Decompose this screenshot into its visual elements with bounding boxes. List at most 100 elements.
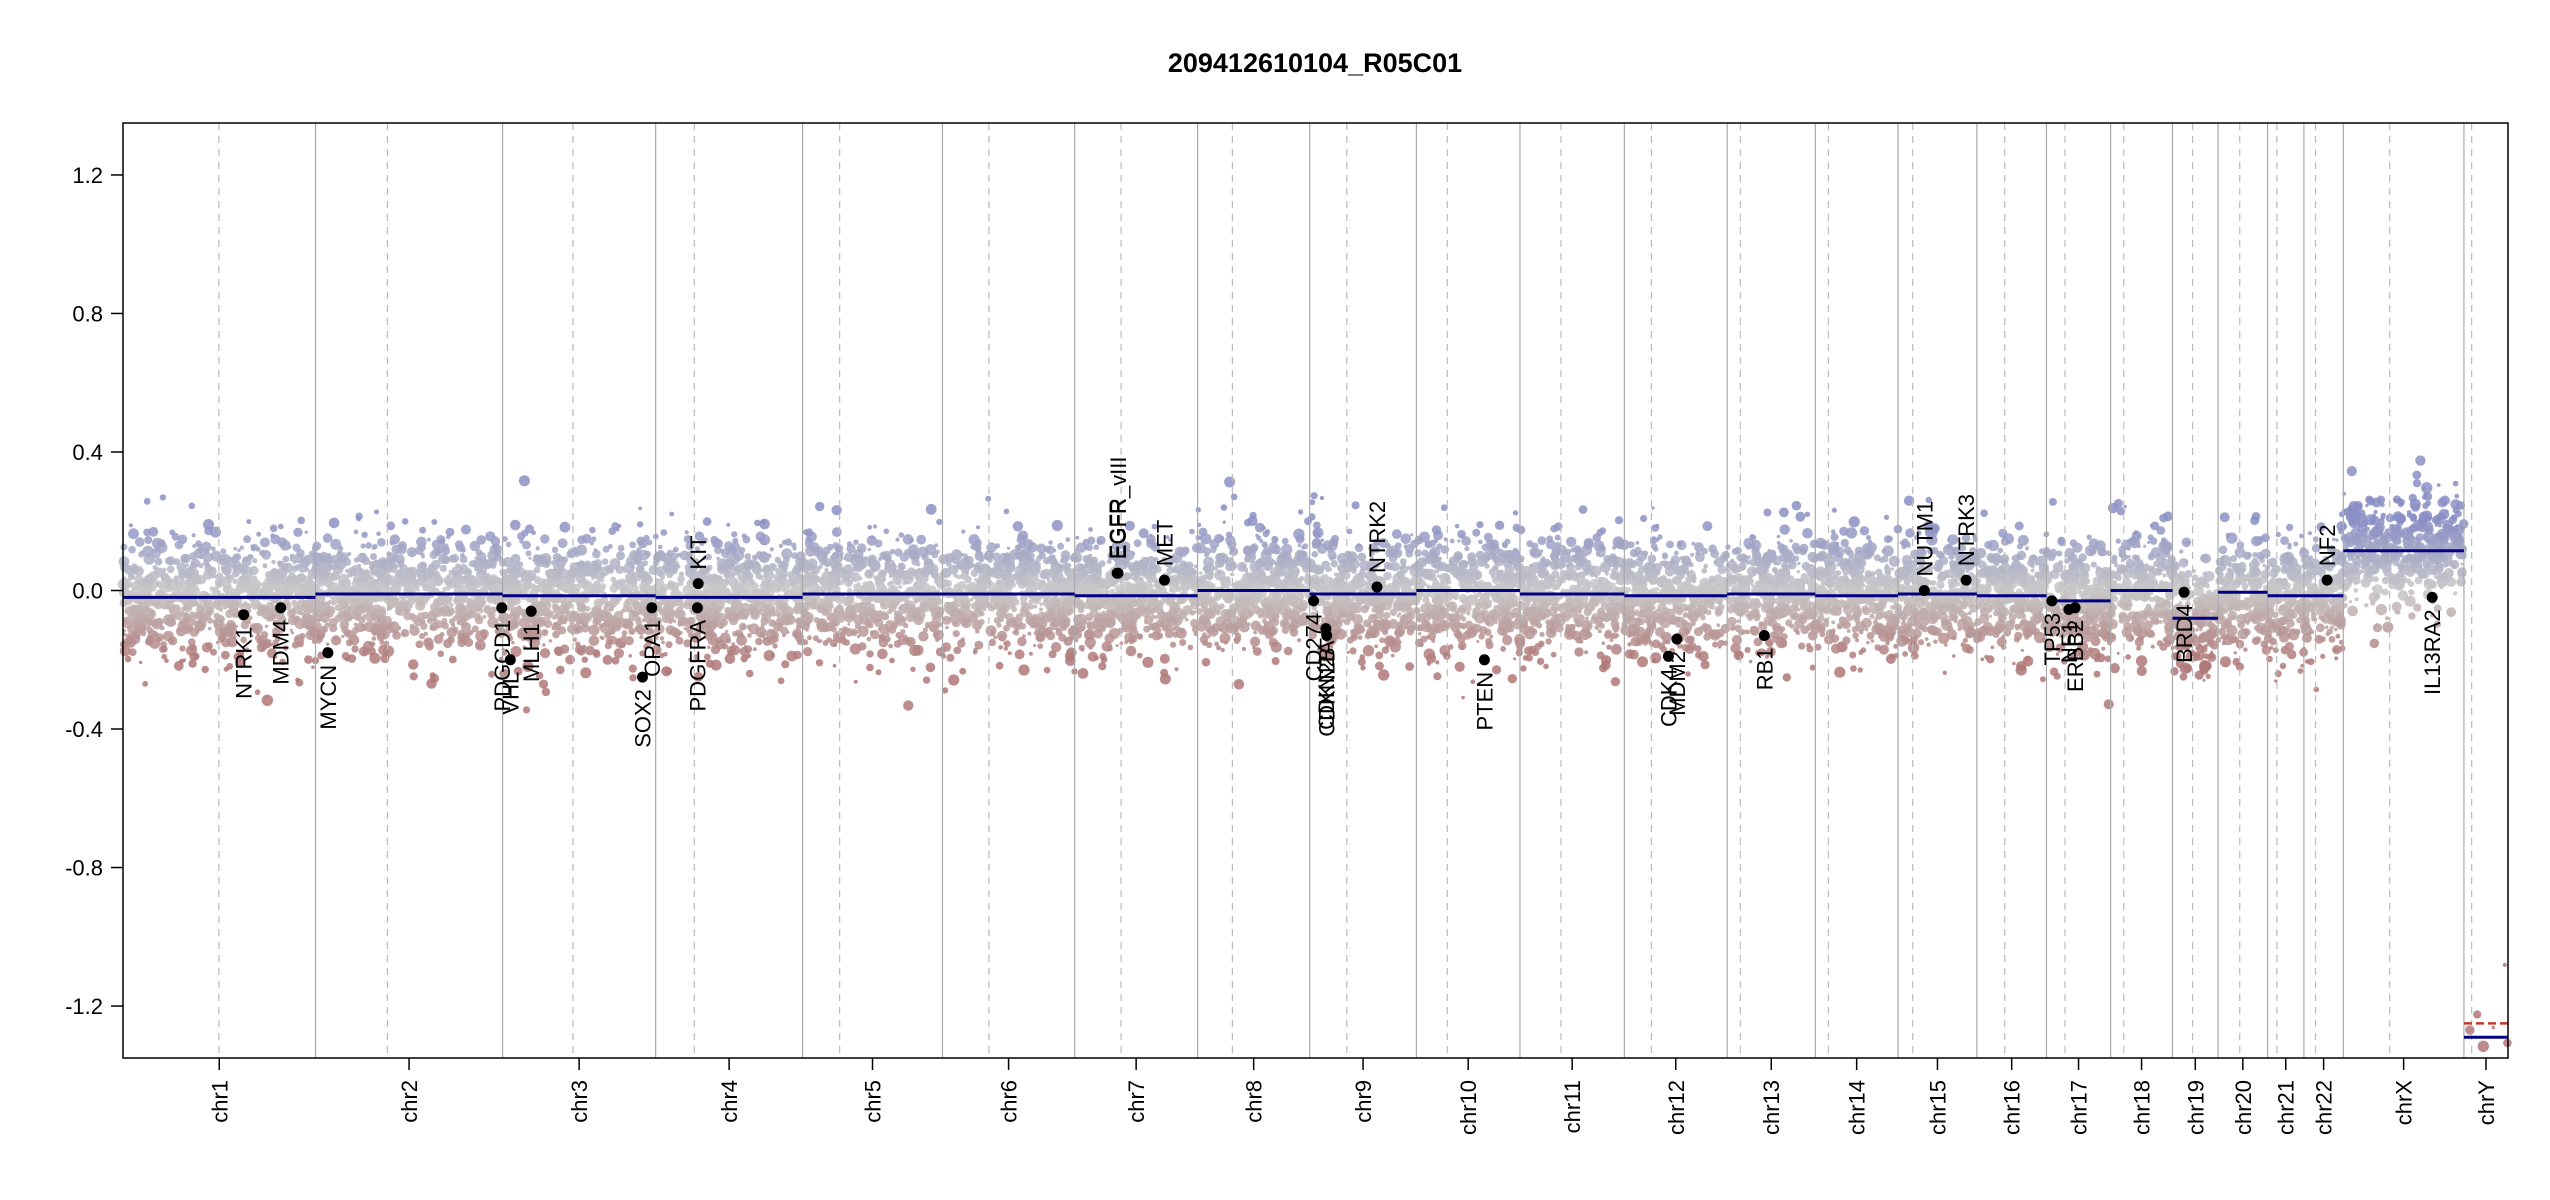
probe-point bbox=[1071, 551, 1082, 563]
probe-point bbox=[439, 564, 447, 573]
probe-point bbox=[1023, 602, 1031, 611]
probe-point bbox=[888, 643, 893, 649]
probe-point bbox=[147, 635, 155, 642]
probe-point bbox=[734, 582, 738, 586]
probe-point bbox=[1214, 558, 1225, 568]
probe-point bbox=[781, 548, 793, 560]
probe-point bbox=[1011, 606, 1018, 613]
probe-point bbox=[879, 611, 889, 620]
probe-point bbox=[568, 602, 572, 606]
probe-point bbox=[233, 613, 238, 618]
probe-point bbox=[1099, 601, 1104, 606]
probe-point bbox=[521, 586, 526, 590]
probe-point bbox=[487, 612, 494, 619]
probe-point bbox=[580, 667, 592, 679]
probe-point bbox=[1221, 582, 1226, 588]
probe-point bbox=[202, 600, 210, 608]
probe-point bbox=[1256, 607, 1265, 617]
probe-point bbox=[316, 618, 321, 623]
probe-point bbox=[253, 584, 260, 590]
probe-point bbox=[725, 629, 729, 633]
probe-point bbox=[1260, 575, 1270, 585]
probe-point bbox=[1027, 631, 1032, 636]
probe-point bbox=[1302, 543, 1309, 550]
probe-point bbox=[476, 551, 487, 562]
probe-point bbox=[556, 579, 560, 584]
probe-point bbox=[386, 596, 398, 607]
probe-point bbox=[759, 632, 765, 638]
probe-point bbox=[874, 539, 883, 548]
probe-point bbox=[637, 608, 644, 615]
probe-point bbox=[451, 566, 458, 574]
probe-point bbox=[369, 565, 375, 571]
probe-point bbox=[567, 548, 577, 557]
probe-point bbox=[189, 643, 197, 652]
probe-point bbox=[1268, 581, 1275, 588]
probe-point bbox=[179, 610, 185, 617]
probe-point bbox=[483, 587, 489, 593]
probe-point bbox=[990, 588, 996, 593]
probe-point bbox=[415, 640, 424, 649]
probe-point bbox=[628, 654, 632, 658]
probe-point bbox=[289, 557, 294, 562]
probe-point bbox=[562, 606, 567, 612]
probe-point bbox=[289, 628, 293, 632]
probe-point bbox=[866, 663, 874, 672]
probe-point bbox=[858, 576, 863, 581]
probe-point bbox=[498, 556, 502, 560]
probe-point bbox=[742, 569, 751, 578]
probe-point bbox=[381, 559, 387, 564]
probe-point bbox=[615, 639, 622, 645]
probe-point bbox=[761, 568, 766, 573]
probe-point bbox=[910, 666, 916, 672]
probe-point bbox=[1257, 569, 1262, 574]
probe-point bbox=[760, 519, 766, 525]
probe-point bbox=[1076, 599, 1085, 608]
probe-point bbox=[304, 655, 313, 664]
probe-point bbox=[774, 583, 782, 592]
probe-point bbox=[352, 626, 360, 634]
probe-point bbox=[792, 632, 798, 637]
probe-point bbox=[567, 568, 577, 578]
probe-point bbox=[252, 558, 258, 564]
probe-point bbox=[125, 633, 131, 639]
probe-point bbox=[159, 494, 167, 501]
probe-point bbox=[1220, 577, 1232, 589]
probe-point bbox=[371, 583, 376, 588]
probe-point bbox=[421, 555, 425, 559]
probe-point bbox=[124, 565, 135, 575]
probe-point bbox=[247, 615, 253, 621]
probe-point bbox=[997, 630, 1008, 642]
probe-point bbox=[540, 534, 550, 544]
probe-point bbox=[379, 640, 385, 645]
probe-point bbox=[202, 552, 213, 563]
probe-point bbox=[295, 582, 303, 591]
probe-point bbox=[669, 617, 675, 623]
probe-point bbox=[777, 677, 785, 685]
probe-point bbox=[1218, 627, 1223, 632]
probe-point bbox=[856, 543, 867, 553]
probe-point bbox=[945, 625, 949, 630]
probe-point bbox=[191, 599, 195, 604]
probe-point bbox=[908, 549, 920, 561]
probe-point bbox=[234, 578, 238, 582]
probe-point bbox=[727, 650, 734, 657]
probe-point bbox=[184, 568, 195, 579]
probe-point bbox=[459, 553, 465, 558]
probe-point bbox=[453, 597, 461, 604]
probe-point bbox=[272, 627, 281, 636]
probe-point bbox=[215, 599, 225, 608]
probe-point bbox=[1075, 535, 1080, 540]
probe-point bbox=[1015, 549, 1025, 560]
probe-point bbox=[207, 626, 212, 631]
probe-point bbox=[280, 627, 285, 632]
probe-point bbox=[990, 631, 995, 637]
probe-point bbox=[216, 554, 228, 566]
probe-point bbox=[376, 614, 385, 622]
probe-point bbox=[220, 548, 227, 555]
probe-point bbox=[588, 624, 600, 636]
probe-point bbox=[416, 562, 427, 573]
probe-point bbox=[1082, 555, 1091, 563]
probe-point bbox=[670, 591, 676, 597]
probe-point bbox=[134, 622, 139, 627]
